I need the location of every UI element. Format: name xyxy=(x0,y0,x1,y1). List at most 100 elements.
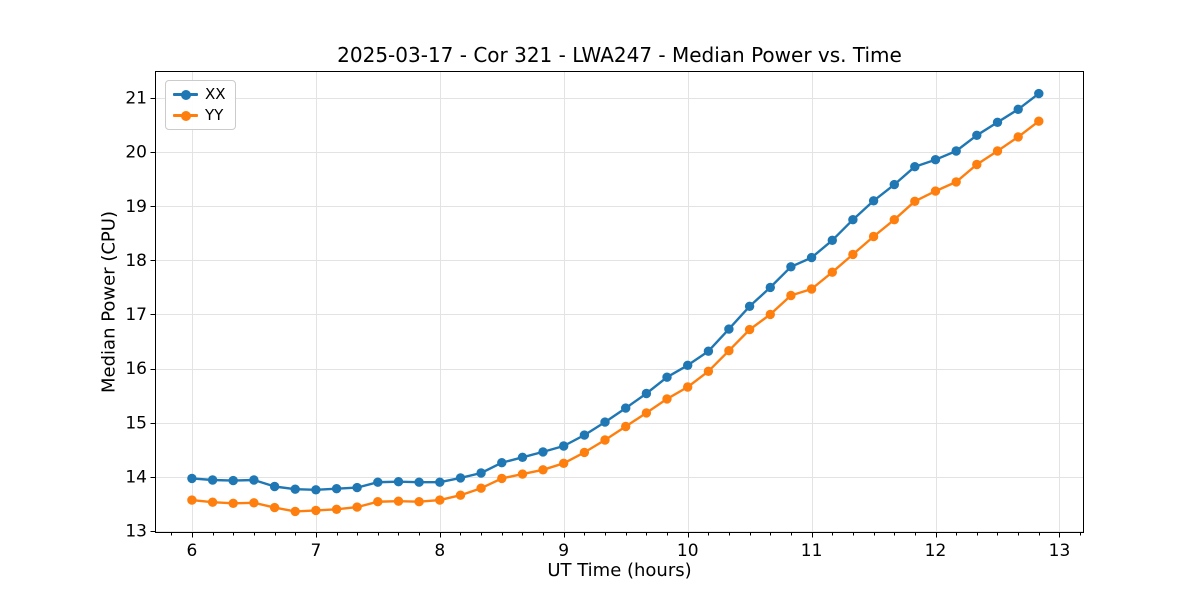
series-yy-marker xyxy=(765,309,775,320)
series-yy-marker xyxy=(207,497,218,507)
series-xx-marker xyxy=(559,441,569,451)
series-xx-marker xyxy=(538,447,548,457)
series-yy-marker xyxy=(889,215,899,225)
series-yy-marker xyxy=(868,231,879,242)
series-xx-marker xyxy=(187,473,197,484)
series-yy-marker xyxy=(455,490,466,500)
series-yy-marker xyxy=(1013,132,1023,142)
series-xx-marker xyxy=(579,430,590,440)
y-tick-label: 13 xyxy=(125,522,147,542)
series-yy-marker xyxy=(662,394,672,404)
series-yy-marker xyxy=(910,196,920,206)
series-xx-marker xyxy=(992,117,1003,128)
series-xx-marker xyxy=(683,360,693,370)
chart-title: 2025-03-17 - Cor 321 - LWA247 - Median P… xyxy=(337,43,902,67)
legend-marker-icon xyxy=(180,110,191,121)
x-tick-label: 11 xyxy=(801,541,823,561)
series-xx-marker xyxy=(910,162,920,172)
y-tick-labels: 13 14 15 16 17 18 19 20 21 xyxy=(125,89,147,542)
series-yy-marker xyxy=(579,447,590,458)
series-yy-marker xyxy=(848,249,858,260)
series-yy-marker xyxy=(703,366,714,376)
series-xx xyxy=(187,88,1044,495)
series-yy-marker xyxy=(414,497,424,507)
series-xx-marker xyxy=(1013,104,1023,115)
series-xx-marker xyxy=(290,484,300,494)
series-yy-marker xyxy=(744,324,755,335)
series-xx-marker xyxy=(621,403,631,413)
series-xx-marker xyxy=(662,372,672,382)
series-yy-marker xyxy=(311,505,321,516)
series-xx-marker xyxy=(786,262,796,272)
series-xx-marker xyxy=(930,155,941,165)
series-yy-marker xyxy=(393,496,404,506)
series-xx-marker xyxy=(889,179,899,190)
series-xx-marker xyxy=(951,146,961,156)
x-tick-labels: 6 7 8 9 10 11 12 13 xyxy=(186,541,1070,561)
legend-line-sample-icon xyxy=(173,110,198,122)
series-xx-marker xyxy=(455,473,466,483)
series-yy-marker xyxy=(228,498,238,508)
series-yy-marker xyxy=(269,502,280,513)
series-yy-marker xyxy=(290,506,300,517)
series-xx-marker xyxy=(724,324,734,334)
series-yy-marker xyxy=(992,146,1003,156)
series-xx-marker xyxy=(311,485,321,495)
series-yy-marker xyxy=(600,435,610,445)
y-tick-label: 19 xyxy=(125,197,147,217)
series-xx-marker xyxy=(827,235,837,245)
series-xx-marker xyxy=(1034,88,1044,99)
x-tick-label: 9 xyxy=(558,541,569,561)
series-yy-marker xyxy=(951,177,961,187)
series-yy-marker xyxy=(827,267,837,277)
series-yy-marker xyxy=(538,465,548,475)
gridlines xyxy=(156,72,1083,532)
x-tick-label: 7 xyxy=(310,541,321,561)
series-xx-marker xyxy=(435,477,445,487)
series-yy-marker xyxy=(249,498,259,508)
series-yy-marker xyxy=(1034,116,1044,126)
y-tick-label: 17 xyxy=(125,305,147,325)
series-yy xyxy=(187,116,1044,517)
series-xx-marker xyxy=(393,477,404,487)
series-yy-marker xyxy=(435,495,445,505)
series-xx-marker xyxy=(848,215,858,225)
series-xx-marker xyxy=(703,346,714,356)
series-yy-marker xyxy=(352,502,362,512)
series-yy-marker xyxy=(187,495,197,505)
legend-marker-icon xyxy=(180,89,191,100)
plot-frame xyxy=(154,70,1085,534)
series-yy-marker xyxy=(559,458,569,468)
series-xx-marker xyxy=(765,282,775,293)
series-xx-marker xyxy=(497,458,507,468)
x-tick-label: 6 xyxy=(186,541,197,561)
series-xx-marker xyxy=(228,475,238,486)
series-yy-marker xyxy=(724,346,734,356)
x-tick-label: 8 xyxy=(434,541,445,561)
series-yy-marker xyxy=(331,504,342,514)
series-xx-marker xyxy=(331,484,342,494)
series-xx-marker xyxy=(207,475,218,485)
y-tick-label: 21 xyxy=(125,89,147,109)
legend-item-yy: YY xyxy=(173,107,226,124)
y-tick-label: 20 xyxy=(125,143,147,163)
series-xx-marker xyxy=(600,417,610,427)
y-tick-label: 16 xyxy=(125,359,147,379)
series-yy-marker xyxy=(641,408,652,418)
x-tick-label: 12 xyxy=(925,541,947,561)
series-xx-marker xyxy=(352,482,362,493)
series-xx-marker xyxy=(249,475,259,485)
legend-line-sample-icon xyxy=(173,89,198,101)
x-tick-label: 10 xyxy=(677,541,699,561)
series-yy-marker xyxy=(786,290,796,301)
series-xx-marker xyxy=(517,452,528,462)
y-tick-label: 14 xyxy=(125,467,147,487)
series-yy-marker xyxy=(930,186,941,196)
series-yy-marker xyxy=(972,159,982,170)
series-xx-marker xyxy=(868,196,879,206)
series-xx-marker xyxy=(641,388,652,399)
series-xx-marker xyxy=(269,481,280,492)
series-xx-marker xyxy=(806,252,817,263)
